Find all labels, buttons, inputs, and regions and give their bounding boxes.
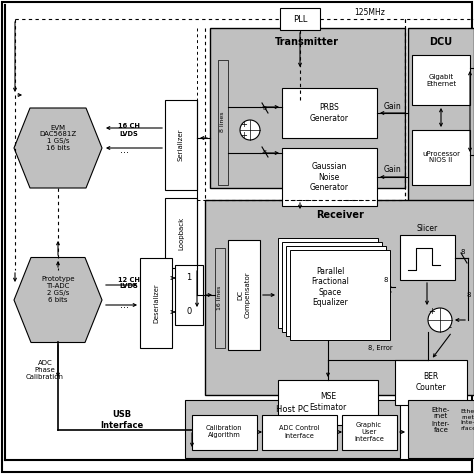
Text: Receiver: Receiver (316, 210, 364, 220)
Bar (192, 415, 257, 450)
Circle shape (240, 120, 260, 140)
Text: ADC Control
Interface: ADC Control Interface (279, 426, 319, 438)
Text: 125MHz: 125MHz (355, 8, 385, 17)
Text: ADC
Phase
Calibration: ADC Phase Calibration (26, 360, 64, 380)
Text: PRBS
Generator: PRBS Generator (310, 103, 348, 123)
Text: Slicer: Slicer (416, 224, 438, 233)
Bar (282, 148, 377, 206)
Bar (282, 88, 377, 138)
Text: 16 lines: 16 lines (218, 286, 222, 310)
Circle shape (428, 308, 452, 332)
Text: Parallel
Fractional
Space
Equalizer: Parallel Fractional Space Equalizer (311, 267, 349, 307)
Text: 8: 8 (263, 106, 267, 110)
Text: 8: 8 (467, 292, 471, 298)
Text: MSE
Estimator: MSE Estimator (310, 392, 346, 412)
Text: 8 lines: 8 lines (220, 112, 226, 132)
Text: Serializer: Serializer (178, 129, 184, 161)
Bar (412, 130, 470, 185)
Bar (278, 380, 378, 425)
Text: uProcessor
NIOS II: uProcessor NIOS II (422, 151, 460, 164)
Bar (228, 240, 260, 350)
Bar (262, 415, 337, 450)
Text: 8, Error: 8, Error (368, 345, 392, 351)
Text: ...: ... (120, 145, 129, 155)
Bar (408, 400, 474, 458)
Bar (408, 28, 474, 213)
Bar (286, 246, 386, 336)
Bar (280, 8, 320, 30)
Text: Ethe-
rnet
Inter-
face: Ethe- rnet Inter- face (432, 407, 450, 434)
Text: Deserializer: Deserializer (153, 283, 159, 323)
Bar (218, 60, 228, 185)
Bar (165, 100, 197, 190)
Text: PLL: PLL (293, 15, 307, 24)
Text: 8: 8 (461, 249, 465, 255)
Bar (342, 415, 397, 450)
Text: DCU: DCU (429, 37, 453, 47)
Text: Gain: Gain (384, 165, 402, 174)
Polygon shape (14, 257, 102, 343)
Bar (140, 258, 172, 348)
Text: Gain: Gain (384, 101, 402, 110)
Text: Loopback: Loopback (178, 216, 184, 250)
Polygon shape (14, 108, 102, 188)
Bar (278, 238, 378, 328)
Text: Graphic
User
Interface: Graphic User Interface (354, 422, 384, 442)
Text: 12 CH
LVDS: 12 CH LVDS (118, 276, 140, 290)
Text: DC
Compensator: DC Compensator (237, 272, 250, 319)
Text: Ethe
rnet
Inte-
rface: Ethe rnet Inte- rface (460, 409, 474, 431)
Bar (400, 235, 455, 280)
Bar (290, 250, 390, 340)
Text: EVM
DAC5681Z
1 GS/s
16 bits: EVM DAC5681Z 1 GS/s 16 bits (39, 125, 77, 152)
Bar (395, 360, 467, 405)
Bar (165, 198, 197, 268)
Text: -: - (448, 323, 452, 332)
Text: ...: ... (120, 300, 129, 310)
Text: Transmitter: Transmitter (275, 37, 339, 47)
Text: +: + (241, 131, 247, 140)
Text: +: + (241, 119, 247, 128)
Text: Gigabit
Ethernet: Gigabit Ethernet (426, 73, 456, 86)
Bar (175, 265, 203, 325)
Text: 16 CH
LVDS: 16 CH LVDS (118, 124, 140, 137)
Bar (282, 242, 382, 332)
Text: Calibration
Algorithm: Calibration Algorithm (206, 426, 242, 438)
Text: +: + (428, 308, 436, 317)
Bar (210, 28, 405, 188)
Text: Gaussian
Noise
Generator: Gaussian Noise Generator (310, 162, 348, 192)
Text: Host PC: Host PC (275, 405, 309, 414)
Text: 8: 8 (263, 149, 267, 155)
Text: Prototype
TI-ADC
2 GS/s
6 bits: Prototype TI-ADC 2 GS/s 6 bits (41, 276, 75, 303)
Text: BER
Counter: BER Counter (416, 372, 447, 392)
Text: 8: 8 (384, 277, 388, 283)
Bar (215, 248, 225, 348)
Text: USB
Interface: USB Interface (100, 410, 144, 430)
Bar (185, 400, 400, 458)
Text: 0: 0 (186, 308, 191, 317)
Bar (205, 200, 474, 395)
Text: 1: 1 (186, 273, 191, 283)
Bar (412, 55, 470, 105)
